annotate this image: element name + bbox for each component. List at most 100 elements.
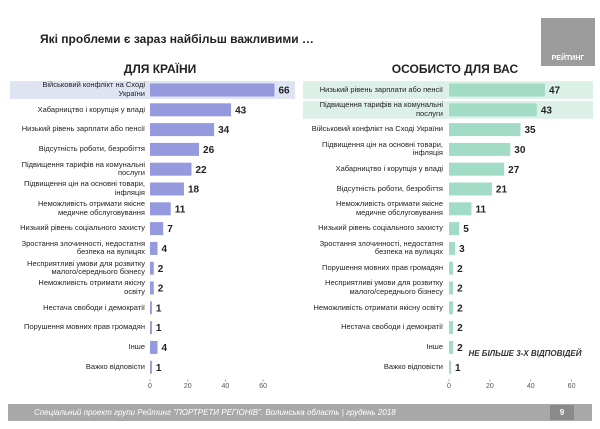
footer-bar bbox=[8, 404, 592, 421]
category-label: Низький рівень соціального захисту bbox=[20, 223, 145, 233]
category-label: Важко відповісти bbox=[85, 361, 145, 371]
value-label: 2 bbox=[158, 264, 164, 275]
bar bbox=[449, 202, 472, 216]
value-label: 1 bbox=[156, 303, 162, 314]
footer: Спеціальний проект групи Рейтинг "ПОРТРЕ… bbox=[34, 408, 396, 417]
value-label: 26 bbox=[203, 145, 215, 156]
category-label: Низький рівень зарплати або пенсії bbox=[319, 84, 443, 94]
bar bbox=[150, 222, 164, 236]
value-label: 2 bbox=[158, 284, 164, 295]
value-label: 30 bbox=[514, 145, 526, 156]
category-label: Підвищення цін на основні товари, інфляц… bbox=[23, 179, 145, 197]
category-label: Неможливість отримати якісну освіту bbox=[38, 278, 145, 296]
bar bbox=[150, 281, 154, 295]
category-label: Підвищення тарифів на комунальні послуги bbox=[319, 100, 443, 118]
chart-title: ДЛЯ КРАЇНИ bbox=[124, 61, 196, 76]
category-label: Відсутність роботи, безробіття bbox=[38, 144, 145, 154]
category-label: Порушення мовних прав громадян bbox=[24, 322, 145, 332]
bar bbox=[449, 142, 511, 156]
value-label: 43 bbox=[235, 105, 247, 116]
value-label: 21 bbox=[496, 185, 508, 196]
value-label: 35 bbox=[525, 125, 537, 136]
value-label: 5 bbox=[463, 224, 469, 235]
value-label: 34 bbox=[218, 125, 230, 136]
x-tick-label: 60 bbox=[568, 383, 576, 390]
category-label: Порушення мовних прав громадян bbox=[322, 262, 443, 272]
bar bbox=[150, 340, 158, 354]
value-label: 4 bbox=[162, 343, 168, 354]
category-label: Нестача свободи і демократії bbox=[341, 322, 443, 332]
value-label: 3 bbox=[459, 244, 465, 255]
bar bbox=[449, 281, 454, 295]
value-label: 2 bbox=[457, 323, 463, 334]
x-tick-label: 60 bbox=[259, 383, 267, 390]
bar bbox=[150, 103, 232, 117]
bar bbox=[449, 261, 454, 275]
value-label: 1 bbox=[156, 363, 162, 374]
bar bbox=[150, 261, 154, 275]
category-label: Зростання злочинності, недостатня безпек… bbox=[21, 238, 145, 257]
page-number-box bbox=[550, 405, 574, 420]
page-number: 9 bbox=[560, 408, 565, 417]
value-label: 27 bbox=[508, 165, 520, 176]
category-label: Важко відповісти bbox=[383, 361, 443, 371]
category-label: Підвищення цін на основні товари, інфляц… bbox=[321, 139, 443, 158]
category-label: Низький рівень зарплати або пенсії bbox=[21, 124, 145, 134]
x-tick-label: 20 bbox=[486, 383, 494, 390]
bar bbox=[449, 162, 505, 176]
category-label: Низький рівень соціального захисту bbox=[318, 223, 443, 233]
value-label: 7 bbox=[167, 224, 173, 235]
bar bbox=[150, 83, 275, 97]
x-tick-label: 40 bbox=[222, 383, 230, 390]
bar bbox=[449, 103, 537, 117]
value-label: 4 bbox=[162, 244, 168, 255]
bar bbox=[449, 222, 460, 236]
value-label: 1 bbox=[156, 323, 162, 334]
category-label: Зростання злочинності, недостатня безпек… bbox=[319, 238, 443, 257]
bar bbox=[449, 360, 452, 374]
value-label: 1 bbox=[455, 363, 461, 374]
value-label: 22 bbox=[195, 165, 207, 176]
bar bbox=[150, 301, 152, 315]
value-label: 11 bbox=[175, 204, 186, 215]
category-label: Інше bbox=[426, 342, 443, 352]
logo-box bbox=[541, 18, 595, 66]
bar bbox=[449, 301, 454, 315]
value-label: 43 bbox=[541, 105, 553, 116]
bar bbox=[150, 241, 158, 255]
bar bbox=[150, 162, 192, 176]
bar bbox=[150, 182, 184, 196]
x-tick-label: 0 bbox=[148, 383, 152, 390]
category-label: Неможливість отримати якісну освіту bbox=[313, 302, 444, 312]
category-label: Підвищення тарифів на комунальні послуги bbox=[21, 159, 145, 178]
value-label: 18 bbox=[188, 185, 200, 196]
value-label: 2 bbox=[457, 343, 463, 354]
x-tick-label: 40 bbox=[527, 383, 535, 390]
bar bbox=[150, 202, 171, 216]
value-label: 11 bbox=[475, 204, 486, 215]
bar bbox=[150, 142, 200, 156]
value-label: 47 bbox=[549, 86, 561, 97]
category-label: Військовий конфлікт на Сході України bbox=[42, 80, 145, 98]
bar bbox=[449, 83, 546, 97]
category-label: Відсутність роботи, безробіття bbox=[336, 183, 443, 193]
bar bbox=[449, 241, 456, 255]
page-title: Які проблеми є зараз найбільш важливими … bbox=[40, 32, 314, 46]
bar bbox=[150, 123, 215, 137]
x-tick-label: 0 bbox=[447, 383, 451, 390]
logo: РЕЙТИНГ bbox=[552, 53, 585, 62]
category-label: Нестача свободи і демократії bbox=[43, 302, 145, 312]
category-label: Неможливість отримати якісне медичне обс… bbox=[336, 199, 443, 217]
bar bbox=[449, 340, 454, 354]
value-label: 66 bbox=[278, 86, 290, 97]
value-label: 2 bbox=[457, 284, 463, 295]
category-label: Хабарництво і корупція у владі bbox=[335, 163, 443, 173]
category-label: Військовий конфлікт на Сході України bbox=[311, 124, 443, 134]
value-label: 2 bbox=[457, 303, 463, 314]
x-tick-label: 20 bbox=[184, 383, 192, 390]
category-label: Несприятливі умови для розвитку малого/с… bbox=[325, 278, 443, 296]
category-label: Хабарництво і корупція у владі bbox=[37, 104, 145, 114]
bar bbox=[150, 321, 152, 335]
